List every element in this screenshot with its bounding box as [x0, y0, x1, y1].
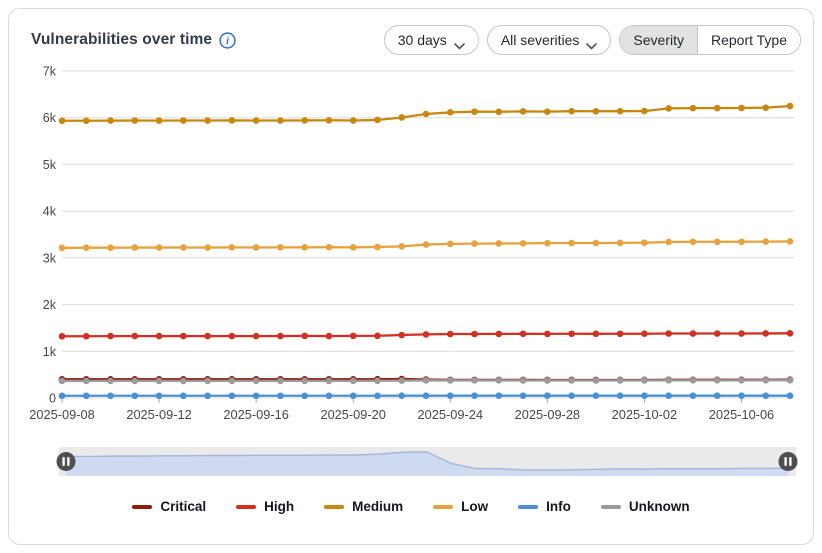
toggle-option-report-type[interactable]: Report Type [697, 26, 800, 54]
vulnerabilities-chart-card: Vulnerabilities over time i 30 days All … [8, 8, 814, 545]
legend-item-low[interactable]: Low [433, 499, 488, 514]
toggle-option-severity[interactable]: Severity [620, 26, 698, 54]
svg-text:5k: 5k [43, 158, 57, 172]
legend-item-unknown[interactable]: Unknown [600, 499, 690, 514]
svg-text:0: 0 [49, 392, 56, 406]
high-swatch-icon [236, 504, 257, 509]
svg-text:7k: 7k [43, 65, 57, 79]
svg-text:1k: 1k [43, 345, 57, 359]
svg-text:2025-09-24: 2025-09-24 [418, 407, 483, 422]
title-wrap: Vulnerabilities over time i [31, 31, 236, 49]
svg-text:4k: 4k [43, 205, 57, 219]
svg-text:2025-09-28: 2025-09-28 [515, 407, 580, 422]
medium-swatch-icon [324, 504, 345, 509]
legend-label: Unknown [628, 499, 690, 514]
svg-text:2025-09-20: 2025-09-20 [320, 407, 385, 422]
chart-controls: 30 days All severities Severity Report T… [383, 25, 801, 55]
low-swatch-icon [433, 504, 454, 509]
chart-legend: Critical High Medium Low Info Unknown [9, 499, 813, 514]
legend-item-high[interactable]: High [236, 499, 294, 514]
time-range-dropdown[interactable]: 30 days [383, 25, 479, 55]
navigator-handle-right-icon[interactable] [778, 452, 798, 471]
svg-text:i: i [226, 36, 229, 47]
chevron-down-icon [586, 37, 598, 50]
legend-item-critical[interactable]: Critical [132, 499, 206, 514]
severity-filter-dropdown[interactable]: All severities [486, 25, 612, 55]
info-swatch-icon [518, 504, 539, 509]
svg-text:6k: 6k [43, 111, 57, 125]
svg-text:2025-09-12: 2025-09-12 [126, 407, 191, 422]
legend-item-medium[interactable]: Medium [324, 499, 403, 514]
legend-item-info[interactable]: Info [518, 499, 571, 514]
legend-label: Medium [352, 499, 404, 514]
group-by-toggle: Severity Report Type [619, 25, 801, 55]
page-title: Vulnerabilities over time [31, 31, 213, 48]
critical-swatch-icon [132, 504, 153, 509]
svg-text:2025-10-02: 2025-10-02 [612, 407, 677, 422]
svg-text:2k: 2k [43, 298, 57, 312]
severity-filter-value: All severities [500, 32, 580, 48]
legend-label: Critical [160, 499, 207, 514]
unknown-swatch-icon [600, 504, 621, 509]
chevron-down-icon [454, 37, 465, 50]
legend-label: Low [461, 499, 489, 514]
svg-text:3k: 3k [43, 251, 57, 265]
legend-label: Info [546, 499, 571, 514]
svg-text:2025-09-08: 2025-09-08 [29, 407, 94, 422]
vulnerabilities-line-chart: 0 1k 2k 3k 4k 5k 6k 7k 2025-09-08 2025-09-12 2025-… [29, 65, 794, 422]
time-range-value: 30 days [397, 32, 447, 48]
info-icon[interactable]: i [219, 31, 236, 49]
legend-label: High [264, 499, 295, 514]
svg-text:2025-09-16: 2025-09-16 [223, 407, 288, 422]
svg-text:2025-10-06: 2025-10-06 [709, 407, 774, 422]
range-navigator[interactable] [19, 437, 805, 485]
card-header: Vulnerabilities over time i 30 days All … [31, 24, 801, 56]
navigator-handle-left-icon[interactable] [56, 452, 76, 471]
